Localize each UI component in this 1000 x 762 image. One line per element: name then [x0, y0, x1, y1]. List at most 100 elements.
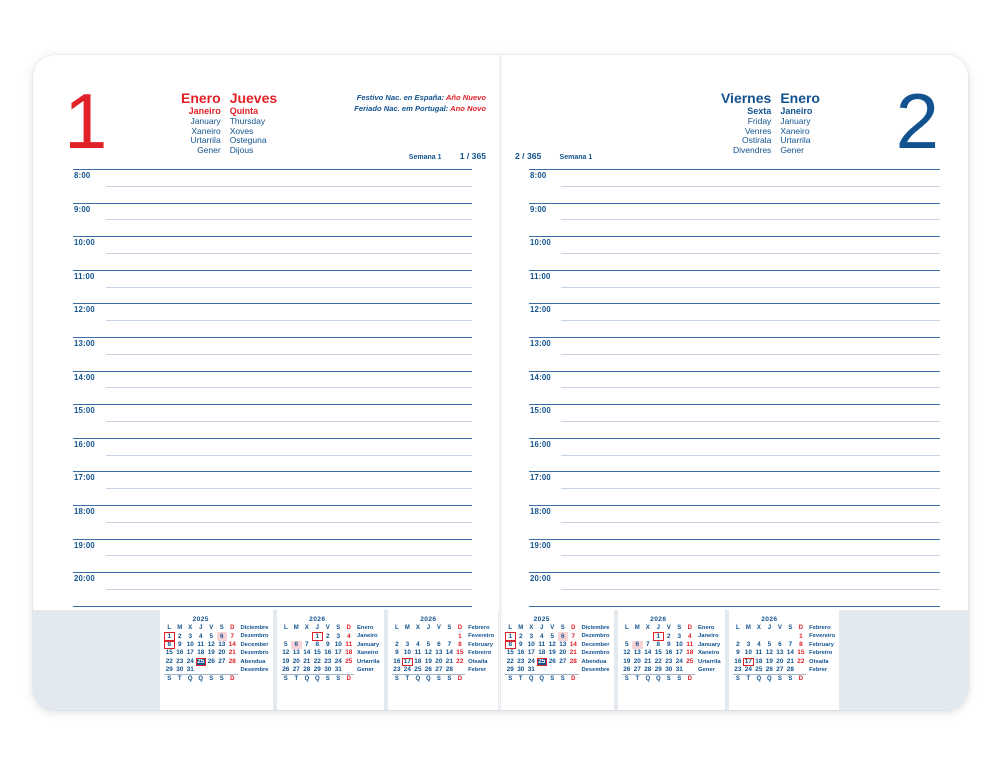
hour-row[interactable]: 8:00	[501, 169, 968, 203]
calendar-day-cell[interactable]: 5	[625, 640, 629, 648]
calendar-day-cell[interactable]: 4	[539, 632, 544, 640]
calendar-day-cell[interactable]: 12	[548, 640, 556, 648]
calendar-day-cell[interactable]: 5	[550, 632, 555, 640]
calendar-day-cell[interactable]: 3	[529, 632, 534, 640]
calendar-day-cell[interactable]: 31	[675, 665, 683, 673]
calendar-day-cell[interactable]: 14	[569, 640, 577, 648]
calendar-day-cell[interactable]: 4	[416, 640, 420, 648]
calendar-day-cell[interactable]: 23	[324, 657, 332, 665]
calendar-day-cell[interactable]: 23	[665, 657, 673, 665]
calendar-day-cell[interactable]: 18	[197, 649, 205, 657]
calendar-day-cell[interactable]: 8	[505, 640, 516, 650]
calendar-day-cell[interactable]: 21	[644, 657, 652, 665]
hour-row[interactable]: 20:00	[33, 572, 500, 606]
calendar-day-cell[interactable]: 13	[559, 640, 567, 648]
calendar-day-cell[interactable]: 11	[197, 640, 205, 648]
calendar-day-cell[interactable]: 9	[395, 649, 399, 657]
calendar-day-cell[interactable]: 18	[538, 649, 546, 657]
calendar-day-cell[interactable]: 8	[315, 640, 320, 648]
hour-row[interactable]: 10:00	[501, 236, 968, 270]
calendar-day-cell[interactable]: 1	[505, 632, 516, 641]
calendar-day-cell[interactable]: 27	[292, 665, 300, 673]
calendar-day-cell[interactable]: 20	[218, 649, 226, 657]
calendar-day-cell[interactable]: 26	[548, 657, 556, 665]
calendar-day-cell[interactable]: 28	[786, 665, 794, 673]
calendar-day-cell[interactable]: 15	[654, 649, 662, 657]
calendar-day-cell[interactable]: 15	[506, 649, 514, 657]
calendar-day-cell[interactable]: 17	[186, 649, 194, 657]
hour-row[interactable]: 9:00	[501, 202, 968, 237]
calendar-day-cell[interactable]: 9	[326, 640, 330, 648]
calendar-day-cell[interactable]: 21	[445, 657, 453, 665]
calendar-day-cell[interactable]: 16	[517, 649, 525, 657]
hour-row[interactable]: 20:00	[501, 572, 968, 606]
calendar-day-cell[interactable]: 27	[633, 665, 641, 673]
hour-row[interactable]: 11:00	[501, 269, 968, 304]
hour-row[interactable]: 13:00	[501, 336, 968, 371]
calendar-day-cell[interactable]: 16	[393, 657, 401, 665]
calendar-day-cell[interactable]: 18	[755, 657, 763, 665]
calendar-day-cell[interactable]: 1	[312, 632, 323, 641]
calendar-day-cell[interactable]: 15	[797, 649, 805, 657]
calendar-day-cell[interactable]: 24	[403, 665, 411, 673]
calendar-day-cell[interactable]: 20	[776, 657, 784, 665]
calendar-day-cell[interactable]: 24	[334, 657, 342, 665]
hour-row[interactable]: 18:00	[33, 504, 500, 539]
calendar-day-cell[interactable]: 12	[765, 649, 773, 657]
calendar-day-cell[interactable]: 17	[527, 649, 535, 657]
calendar-day-cell[interactable]: 28	[303, 665, 311, 673]
mini-calendar[interactable]: 2025 L M X J V S D 1 2 3 4 5 6 7 8 9 10 11 12 13 14 15 16 17 18 19…	[505, 616, 610, 684]
calendar-day-cell[interactable]: 26	[207, 657, 215, 665]
calendar-day-cell[interactable]: 2	[667, 632, 671, 640]
calendar-day-cell[interactable]: 25	[414, 665, 422, 673]
calendar-day-cell[interactable]: 11	[414, 649, 422, 657]
calendar-day-cell[interactable]: 19	[623, 657, 631, 665]
mini-calendar[interactable]: 2026 L M X J V S D 1 2 3 4 5 6 7 8 9 10 11 12 13 14 15 16 17 18 1…	[732, 616, 835, 684]
calendar-day-cell[interactable]: 30	[517, 665, 525, 673]
calendar-day-cell[interactable]: 25	[755, 665, 763, 673]
calendar-day-cell[interactable]: 26	[282, 665, 290, 673]
mini-calendar[interactable]: 2026 L M X J V S D 1 2 3 4 5 6 7 8 9 10 11 12 13 14 15 16 17 18 1…	[280, 616, 380, 684]
calendar-day-cell[interactable]: 10	[186, 640, 194, 648]
calendar-day-cell[interactable]: 22	[797, 657, 805, 665]
calendar-day-cell[interactable]: 17	[675, 649, 683, 657]
calendar-day-cell[interactable]: 28	[445, 665, 453, 673]
calendar-day-cell[interactable]: 15	[456, 649, 464, 657]
calendar-day-cell[interactable]: 18	[686, 649, 694, 657]
mini-calendar[interactable]: 2026 L M X J V S D 1 2 3 4 5 6 7 8 9 10 11 12 13 14 15 16 17 18 1…	[621, 616, 721, 684]
calendar-day-cell[interactable]: 25	[686, 657, 694, 665]
calendar-day-cell[interactable]: 22	[506, 657, 514, 665]
calendar-day-cell[interactable]: 27	[776, 665, 784, 673]
calendar-day-cell[interactable]: 4	[757, 640, 761, 648]
calendar-day-cell[interactable]: 20	[292, 657, 300, 665]
calendar-day-cell[interactable]: 29	[654, 665, 662, 673]
hour-row[interactable]: 16:00	[33, 437, 500, 472]
calendar-day-cell[interactable]: 20	[559, 649, 567, 657]
calendar-day-cell[interactable]: 13	[435, 649, 443, 657]
calendar-day-cell[interactable]: 31	[527, 665, 535, 673]
calendar-day-cell[interactable]: 11	[686, 640, 694, 648]
hour-row[interactable]: 19:00	[501, 538, 968, 573]
hour-row[interactable]: 14:00	[33, 370, 500, 405]
calendar-day-cell[interactable]: 8	[458, 640, 462, 648]
calendar-day-cell[interactable]: 17	[402, 657, 413, 666]
hour-row[interactable]: 11:00	[33, 269, 500, 304]
calendar-day-cell[interactable]: 6	[778, 640, 782, 648]
calendar-day-cell[interactable]: 6	[557, 632, 568, 641]
calendar-day-cell[interactable]: 12	[623, 649, 631, 657]
calendar-day-cell[interactable]: 25	[345, 657, 353, 665]
calendar-day-cell[interactable]: 2	[518, 632, 523, 640]
calendar-day-cell[interactable]: 20	[633, 657, 641, 665]
calendar-day-cell[interactable]: 10	[334, 640, 342, 648]
calendar-day-cell[interactable]: 3	[405, 640, 410, 648]
calendar-day-cell[interactable]: 30	[665, 665, 673, 673]
calendar-day-cell[interactable]: 5	[209, 632, 214, 640]
calendar-day-cell[interactable]: 20	[435, 657, 443, 665]
calendar-day-cell[interactable]: 10	[527, 640, 535, 648]
calendar-day-cell[interactable]: 6	[291, 640, 302, 650]
calendar-day-cell[interactable]: 19	[424, 657, 432, 665]
calendar-day-cell[interactable]: 23	[393, 665, 401, 673]
calendar-day-cell[interactable]: 22	[654, 657, 662, 665]
calendar-day-cell[interactable]: 1	[653, 632, 664, 641]
calendar-day-cell[interactable]: 9	[518, 640, 523, 648]
